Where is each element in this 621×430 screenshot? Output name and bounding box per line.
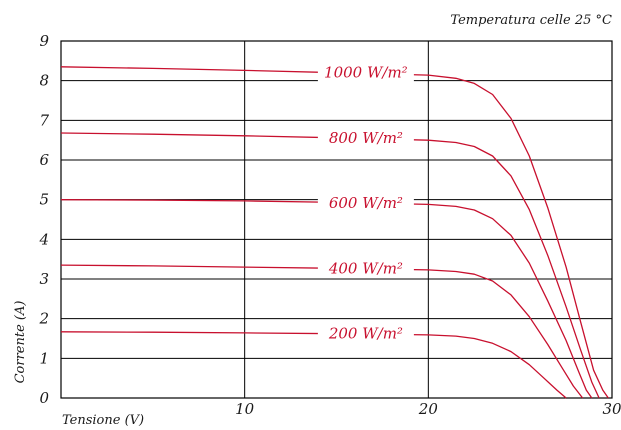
series-line-0 — [60, 66, 609, 399]
curve-label-2: 600 W/m² — [329, 194, 403, 212]
x-tick-label: 20 — [418, 400, 439, 418]
y-axis-label: Corrente (A) — [13, 301, 28, 384]
temperature-annotation: Temperatura celle 25 °C — [450, 13, 612, 28]
tick-labels: 0 1 2 3 4 5 6 7 8 9 10 20 30 — [38, 32, 621, 418]
curve-label-0: 1000 W/m² — [324, 64, 408, 82]
curve-label-bg — [317, 128, 414, 148]
curve-label-3: 400 W/m² — [328, 260, 403, 278]
y-tick-label: 3 — [39, 270, 49, 288]
curve-label-1: 800 W/m² — [329, 129, 403, 147]
series-line-4 — [60, 331, 567, 399]
y-tick-label: 6 — [39, 151, 49, 169]
series-line-2 — [60, 199, 593, 399]
y-tick-label: 5 — [39, 191, 49, 209]
curve-label-4: 200 W/m² — [328, 325, 403, 343]
y-tick-label: 9 — [39, 32, 49, 50]
series-line-1 — [60, 132, 600, 399]
curve-labels: 1000 W/m² 800 W/m² 600 W/m² 400 W/m² 200 W/m… — [317, 62, 414, 343]
y-tick-label: 4 — [38, 230, 49, 248]
series-line-3 — [60, 264, 584, 399]
curve-label-bg — [317, 323, 414, 343]
y-tick-label: 8 — [39, 72, 49, 90]
x-tick-label: 10 — [235, 400, 255, 418]
x-tick-label: 30 — [602, 400, 621, 418]
y-tick-label: 2 — [38, 310, 49, 328]
y-tick-label: 7 — [39, 111, 49, 129]
y-tick-label: 1 — [39, 349, 49, 367]
y-tick-label: 0 — [39, 389, 49, 407]
plot-frame — [60, 40, 613, 399]
x-axis-label: Tensione (V) — [62, 413, 144, 428]
curve-label-bg — [317, 192, 414, 212]
curve-label-bg — [317, 258, 414, 278]
grid — [60, 40, 613, 399]
curves — [60, 66, 609, 399]
curve-label-bg — [317, 62, 414, 82]
